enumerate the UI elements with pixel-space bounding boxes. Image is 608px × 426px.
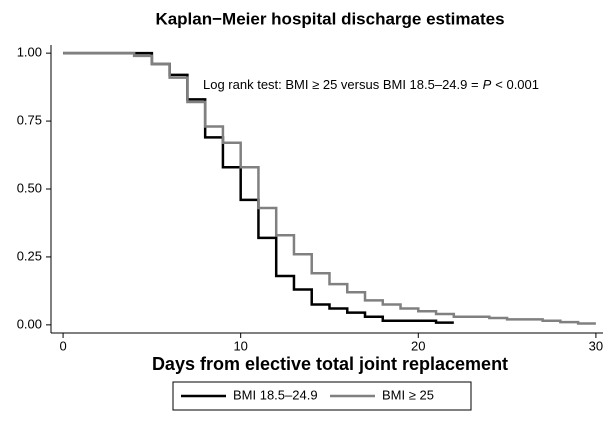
x-tick-label: 10 <box>233 338 247 353</box>
y-tick-label: 0.50 <box>17 180 42 195</box>
y-tick-label: 0.75 <box>17 113 42 128</box>
x-axis-label: Days from elective total joint replaceme… <box>152 354 508 374</box>
legend-label: BMI 18.5–24.9 <box>233 387 318 402</box>
annotation-part: < 0.001 <box>495 77 539 92</box>
annotation-part: Log rank test: BMI ≥ 25 versus BMI 18.5–… <box>203 77 479 92</box>
x-tick-label: 30 <box>589 338 603 353</box>
annotation-part: P <box>483 77 492 92</box>
legend-label: BMI ≥ 25 <box>382 387 434 402</box>
y-tick-label: 0.00 <box>17 316 42 331</box>
chart-title: Kaplan−Meier hospital discharge estimate… <box>155 9 504 28</box>
y-tick-label: 0.25 <box>17 248 42 263</box>
y-tick-label: 1.00 <box>17 45 42 60</box>
x-tick-label: 0 <box>59 338 66 353</box>
annotation: Log rank test: BMI ≥ 25 versus BMI 18.5–… <box>203 77 539 92</box>
survival-line <box>63 51 596 325</box>
legend-box <box>172 381 472 411</box>
x-tick-label: 20 <box>411 338 425 353</box>
